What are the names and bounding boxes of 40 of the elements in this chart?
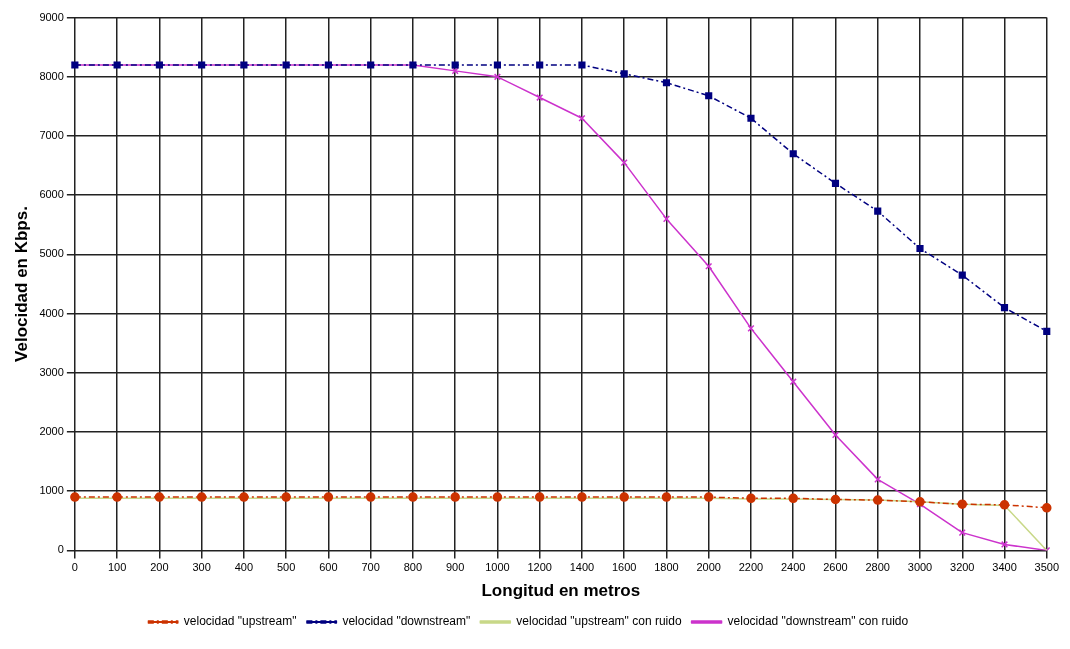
x-tick-label: 400	[234, 561, 254, 574]
x-tick-label: 1400	[569, 561, 595, 574]
x-tick-label: 1000	[485, 561, 510, 574]
x-tick-label: 100	[107, 561, 127, 574]
y-tick-label: 2000	[39, 425, 64, 438]
y-tick-label: 7000	[39, 129, 64, 142]
legend-label: velocidad "downstream"	[342, 614, 471, 629]
x-tick-label: 3000	[907, 561, 933, 574]
y-tick-label: 5000	[39, 247, 64, 260]
y-tick-label: 1000	[39, 484, 64, 497]
x-tick-label: 500	[276, 561, 296, 574]
y-tick-label: 9000	[39, 10, 64, 23]
x-tick-label: 1800	[654, 561, 679, 574]
y-tick-label: 8000	[39, 69, 64, 82]
x-tick-label: 2400	[780, 561, 806, 574]
x-tick-label: 700	[361, 561, 380, 574]
y-axis-title: Velocidad en Kbps.	[11, 206, 31, 362]
x-tick-label: 3400	[992, 561, 1017, 574]
y-tick-label: 4000	[39, 306, 64, 319]
x-tick-label: 2600	[823, 561, 848, 574]
x-axis-title: Longitud en metros	[481, 581, 641, 601]
x-tick-label: 1200	[527, 561, 552, 574]
x-tick-label: 900	[446, 561, 465, 574]
y-tick-label: 3000	[39, 365, 64, 378]
x-tick-label: 600	[319, 561, 338, 574]
x-tick-label: 0	[71, 561, 78, 574]
y-tick-label: 0	[57, 543, 64, 556]
x-tick-label: 300	[192, 561, 211, 574]
y-tick-label: 6000	[39, 188, 64, 201]
x-tick-label: 3200	[950, 561, 975, 574]
x-tick-label: 1600	[611, 561, 637, 574]
legend-label: velocidad "upstream"	[183, 614, 297, 629]
legend-label: velocidad "downstream" con ruido	[727, 614, 909, 629]
legend-label: velocidad "upstream" con ruido	[516, 614, 682, 629]
x-tick-label: 800	[403, 561, 423, 574]
x-tick-label: 200	[150, 561, 169, 574]
x-tick-label: 3500	[1034, 561, 1060, 574]
x-tick-label: 2000	[696, 561, 721, 574]
x-tick-label: 2200	[738, 561, 764, 574]
x-tick-label: 2800	[865, 561, 890, 574]
